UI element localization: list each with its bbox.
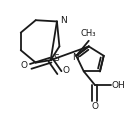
Text: N: N [72,53,78,62]
Text: S: S [53,54,59,63]
Text: O: O [63,66,70,75]
Text: O: O [20,61,27,70]
Text: OH: OH [111,81,125,90]
Text: N: N [60,16,67,25]
Text: O: O [92,102,98,111]
Text: CH₃: CH₃ [81,29,97,38]
